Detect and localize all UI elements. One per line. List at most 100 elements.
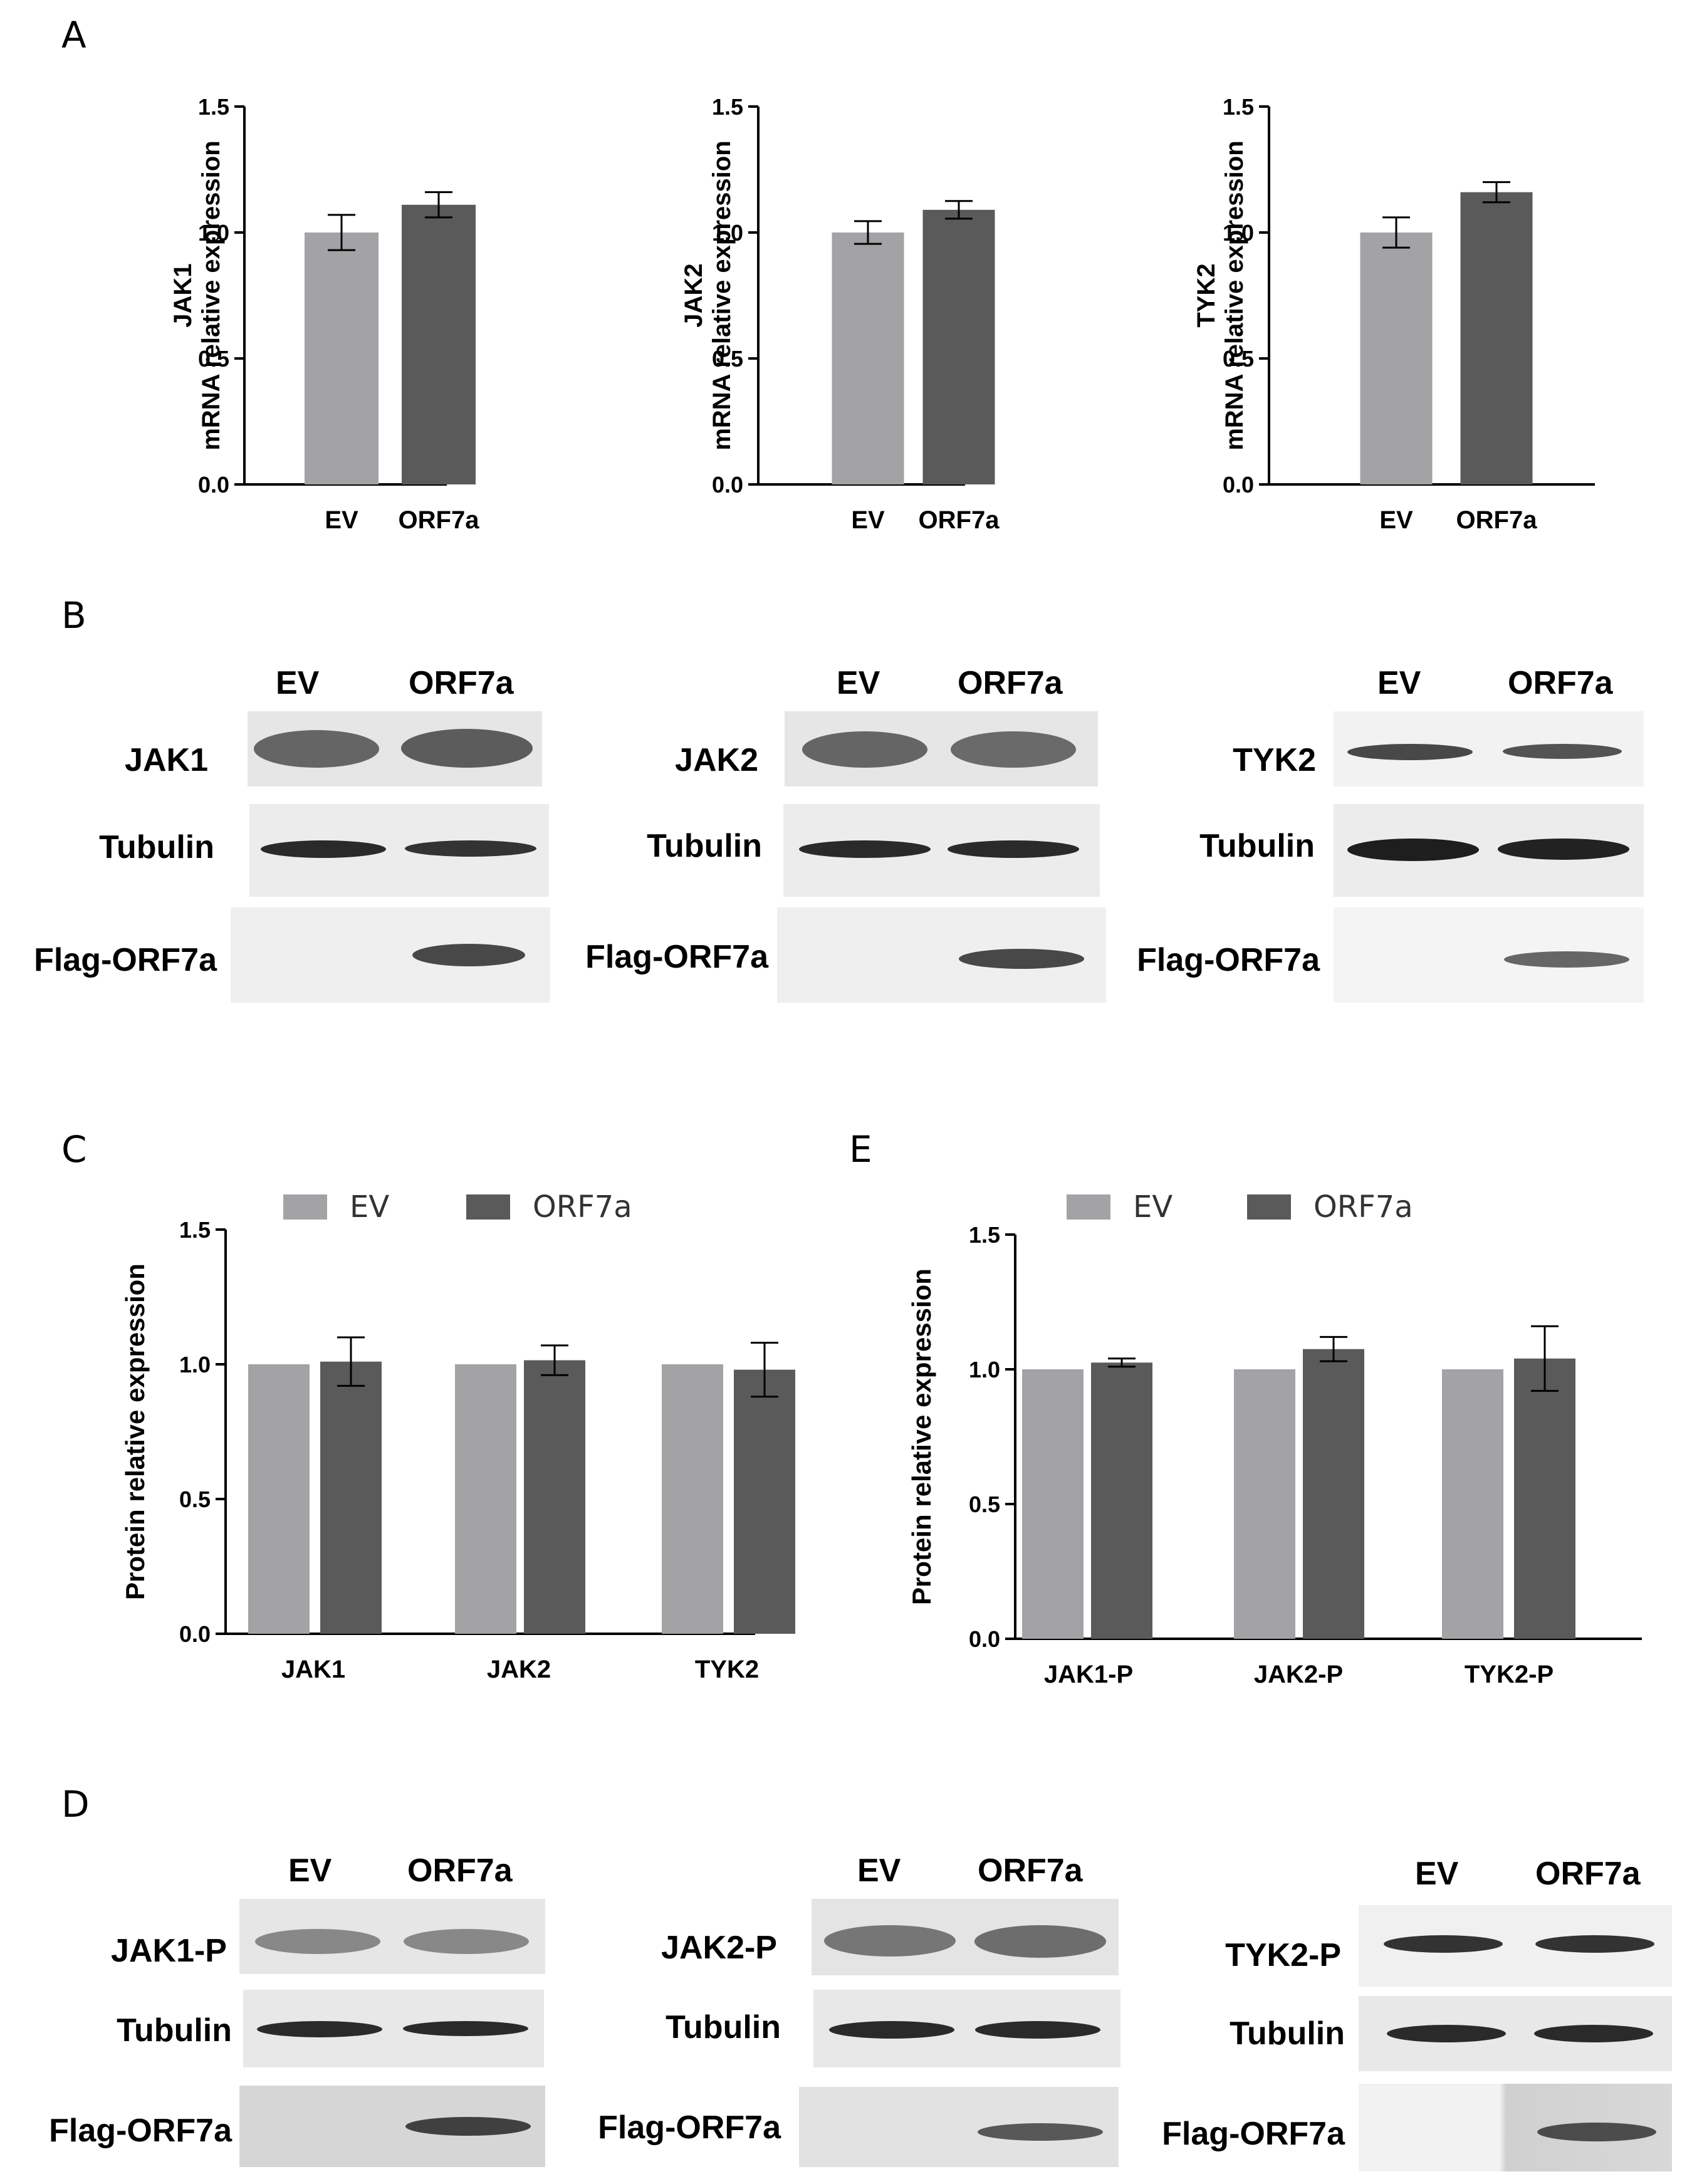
chart-a3-bar-orf7a bbox=[1460, 192, 1533, 484]
chart-a1-ytick-label: 0.0 bbox=[198, 472, 229, 498]
chart-a3-ylabel-gene: TYK2 bbox=[1193, 263, 1220, 327]
band bbox=[404, 1929, 529, 1954]
band bbox=[405, 840, 536, 857]
chart-a2: 0.0 0.5 1.0 1.5 JAK2 mRNA relative expression… bbox=[680, 94, 1000, 534]
chart-a2-ylabel: mRNA relative expression bbox=[708, 140, 736, 450]
band bbox=[1384, 1935, 1503, 1953]
chart-e-bar-tyk2-p-orf7a bbox=[1514, 1358, 1575, 1639]
blot-b2-row-flag: Flag-ORF7a bbox=[585, 939, 768, 975]
chart-a3: 0.0 0.5 1.0 1.5 TYK2 mRNA relative expression… bbox=[1193, 94, 1595, 534]
chart-e: 0.0 0.5 1.0 1.5 Protein relative expression J… bbox=[907, 1222, 1642, 1688]
chart-a2-bar-ev bbox=[832, 233, 904, 484]
blot-d1-row-jak1p: JAK1-P bbox=[111, 1933, 227, 1969]
band bbox=[1347, 744, 1473, 760]
chart-a1-ylabel-gene: JAK1 bbox=[169, 263, 197, 327]
legend-e-orf7a-swatch bbox=[1247, 1194, 1291, 1220]
blot-b2-row-tubulin: Tubulin bbox=[647, 828, 762, 864]
blot-d3-header-orf7a: ORF7a bbox=[1535, 1856, 1641, 1892]
band bbox=[974, 1925, 1106, 1958]
band bbox=[978, 2123, 1103, 2141]
blot-d2-row-jak2p: JAK2-P bbox=[661, 1930, 777, 1966]
chart-c: 0.0 0.5 1.0 1.5 Protein relative expression J… bbox=[120, 1217, 795, 1683]
blot-b1-header-ev: EV bbox=[276, 665, 320, 701]
chart-a3-bar-ev bbox=[1360, 233, 1433, 484]
panel-letter-b: B bbox=[61, 594, 86, 637]
band bbox=[951, 731, 1076, 768]
band bbox=[1347, 839, 1479, 861]
chart-a2-xtick-label: ORF7a bbox=[919, 506, 1000, 534]
chart-c-ytick-label: 1.5 bbox=[179, 1217, 211, 1243]
chart-a3-ytick-label: 0.5 bbox=[1223, 346, 1254, 372]
band bbox=[1504, 951, 1629, 968]
chart-a2-ytick-label: 1.5 bbox=[712, 94, 743, 120]
blot-b3-row-flag: Flag-ORF7a bbox=[1137, 942, 1320, 978]
chart-c-bar-jak2-orf7a bbox=[524, 1360, 585, 1634]
band bbox=[257, 2021, 382, 2037]
chart-e-ytick-label: 1.0 bbox=[969, 1357, 1000, 1382]
chart-a2-ytick-label: 0.5 bbox=[712, 346, 743, 372]
chart-a1-ytick-label: 0.5 bbox=[198, 346, 229, 372]
blot-d2-header-ev: EV bbox=[857, 1852, 901, 1889]
panel-letter-e: E bbox=[849, 1128, 872, 1171]
chart-e-bar-jak2-p-ev bbox=[1234, 1369, 1295, 1639]
blot-b1-header-orf7a: ORF7a bbox=[409, 665, 514, 701]
chart-a1-ylabel: mRNA relative expression bbox=[197, 140, 225, 450]
legend-e-ev-label: EV bbox=[1133, 1189, 1173, 1225]
legend-e-orf7a-label: ORF7a bbox=[1314, 1189, 1413, 1225]
band bbox=[829, 2021, 954, 2039]
band bbox=[1535, 1935, 1654, 1953]
blot-b3-row-tubulin: Tubulin bbox=[1199, 828, 1315, 864]
chart-e-bar-tyk2-p-ev bbox=[1442, 1369, 1503, 1639]
blot-d2-header-orf7a: ORF7a bbox=[978, 1852, 1083, 1889]
legend-e-ev-swatch bbox=[1067, 1194, 1110, 1220]
blot-d3-row-tyk2p: TYK2-P bbox=[1225, 1937, 1341, 1973]
band bbox=[975, 2021, 1100, 2039]
blot-d2-tubulin-strip bbox=[813, 1990, 1120, 2067]
chart-e-xtick-label: JAK2-P bbox=[1254, 1661, 1343, 1688]
chart-e-bar-jak1-p-orf7a bbox=[1091, 1362, 1152, 1639]
blot-d3-tyk2p-strip bbox=[1359, 1905, 1672, 1987]
chart-a3-ylabel: mRNA relative expression bbox=[1221, 140, 1248, 450]
chart-a1-bar-orf7a bbox=[402, 204, 476, 484]
blot-b1-row-jak1: JAK1 bbox=[125, 742, 208, 778]
blot-d3-tubulin-strip bbox=[1359, 1996, 1672, 2071]
band bbox=[261, 840, 386, 858]
panel-letter-a: A bbox=[61, 14, 86, 56]
chart-c-ylabel: Protein relative expression bbox=[120, 1263, 150, 1600]
blot-b2-header-ev: EV bbox=[837, 665, 880, 701]
blot-d3-row-flag: Flag-ORF7a bbox=[1162, 2116, 1345, 2152]
legend-c-orf7a-swatch bbox=[466, 1194, 510, 1220]
chart-a2-ytick-label: 1.0 bbox=[712, 220, 743, 246]
chart-a3-xtick-label: EV bbox=[1379, 506, 1413, 534]
chart-c-bar-tyk2-ev bbox=[662, 1364, 723, 1634]
chart-a2-ytick-label: 0.0 bbox=[712, 472, 743, 498]
band bbox=[1387, 2025, 1506, 2042]
chart-a1-xtick-label: ORF7a bbox=[399, 506, 480, 534]
blot-b3-header-ev: EV bbox=[1377, 665, 1421, 701]
chart-a1-ytick-label: 1.0 bbox=[198, 220, 229, 246]
legend-c-ev: EV bbox=[283, 1189, 389, 1225]
legend-c-ev-swatch bbox=[283, 1194, 327, 1220]
chart-c-xtick-label: JAK2 bbox=[487, 1656, 551, 1683]
band bbox=[405, 2117, 531, 2136]
band bbox=[799, 840, 931, 858]
chart-e-bar-jak1-p-ev bbox=[1022, 1369, 1084, 1639]
chart-a3-xtick-label: ORF7a bbox=[1456, 506, 1538, 534]
blot-d2-row-tubulin: Tubulin bbox=[666, 2009, 781, 2046]
chart-e-bar-jak2-p-orf7a bbox=[1303, 1349, 1364, 1639]
legend-e-ev: EV bbox=[1067, 1189, 1173, 1225]
band bbox=[1537, 2123, 1656, 2141]
band bbox=[403, 2021, 528, 2036]
legend-c-orf7a: ORF7a bbox=[466, 1189, 632, 1225]
chart-c-xtick-label: JAK1 bbox=[281, 1656, 345, 1683]
blot-b2-jak2-strip bbox=[785, 711, 1098, 786]
band bbox=[254, 730, 379, 768]
chart-c-ytick-label: 1.0 bbox=[179, 1352, 211, 1377]
chart-e-ytick-label: 0.5 bbox=[969, 1492, 1000, 1517]
blot-b3-row-tyk2: TYK2 bbox=[1233, 742, 1316, 778]
blot-d1-header-orf7a: ORF7a bbox=[407, 1852, 513, 1889]
blot-d2-flag-strip bbox=[799, 2087, 1119, 2167]
band bbox=[802, 731, 927, 768]
blot-d2-row-flag: Flag-ORF7a bbox=[598, 2109, 781, 2146]
